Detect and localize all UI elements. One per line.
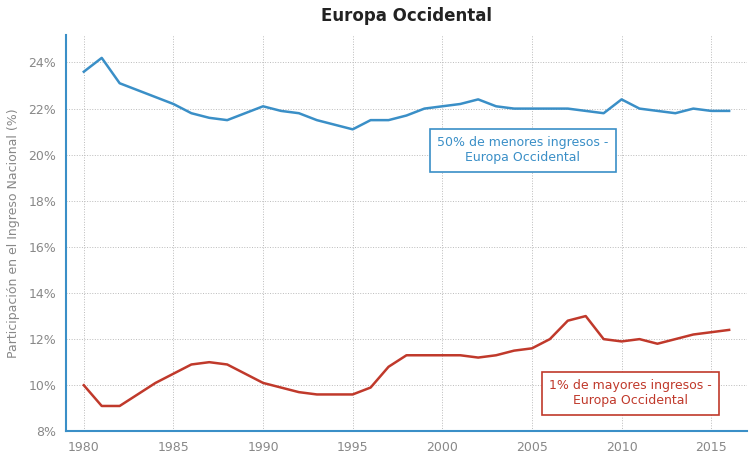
Text: 1% de mayores ingresos -
Europa Occidental: 1% de mayores ingresos - Europa Occident… <box>549 379 712 408</box>
Text: 50% de menores ingresos -
Europa Occidental: 50% de menores ingresos - Europa Occiden… <box>437 136 608 164</box>
Title: Europa Occidental: Europa Occidental <box>321 7 492 25</box>
Y-axis label: Participación en el Ingreso Nacional (%): Participación en el Ingreso Nacional (%) <box>7 108 20 358</box>
